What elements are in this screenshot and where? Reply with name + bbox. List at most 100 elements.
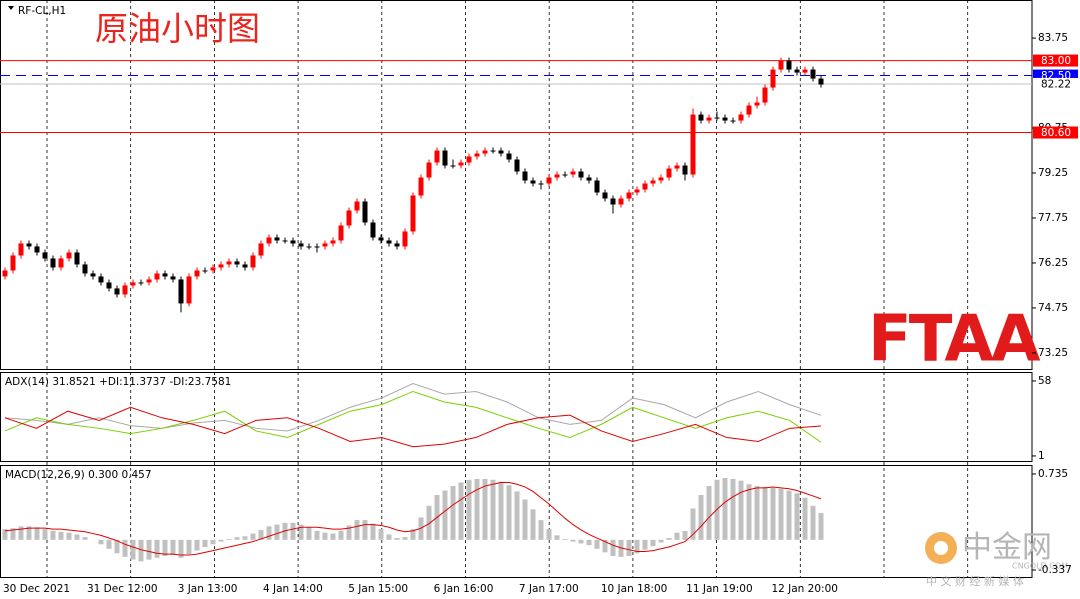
- macd-bar: [762, 486, 768, 540]
- candle-body: [786, 60, 792, 70]
- candle-body: [50, 258, 56, 268]
- macd-bar: [698, 495, 704, 540]
- x-tick-label: 31 Dec 12:00: [87, 583, 158, 595]
- macd-bar: [362, 520, 368, 540]
- panel-frame: [0, 372, 1033, 462]
- price-level-tag: [1033, 54, 1078, 67]
- candle-body: [578, 171, 584, 178]
- candle-body: [410, 195, 416, 232]
- macd-bar: [394, 538, 400, 540]
- x-tick-label: 12 Jan 20:00: [771, 583, 837, 595]
- candle-body: [146, 279, 152, 283]
- macd-bar: [530, 509, 536, 540]
- macd-bar: [18, 526, 24, 540]
- y-tick-label: 83.75: [1038, 32, 1068, 44]
- candle-body: [586, 177, 592, 181]
- candle-body: [34, 246, 40, 253]
- candle-body: [386, 240, 392, 244]
- x-tick-label: 5 Jan 15:00: [348, 583, 408, 595]
- macd-bar: [210, 539, 216, 545]
- candle-body: [466, 156, 472, 163]
- price-level-label: 82.22: [1041, 78, 1071, 90]
- macd-bar: [746, 484, 752, 540]
- x-tick-label: 7 Jan 17:00: [519, 583, 579, 595]
- candle-body: [42, 252, 48, 259]
- candle-body: [338, 225, 344, 241]
- y-tick-label: -0.337: [1038, 564, 1072, 576]
- candle-body: [490, 150, 496, 152]
- candle-body: [754, 102, 760, 106]
- macd-bar: [330, 533, 336, 540]
- site-watermark: 中金网: [962, 530, 1052, 565]
- macd-bar: [58, 531, 64, 540]
- macd-bar: [42, 529, 48, 540]
- signal-line: [4, 481, 822, 556]
- candle-body: [98, 276, 104, 283]
- candle-body: [546, 177, 552, 184]
- indicator-line: [4, 406, 822, 448]
- macd-bar: [506, 485, 512, 540]
- panel-frame: [0, 0, 1033, 370]
- domain-watermark: CNGOLD.COM: [1012, 562, 1068, 571]
- candle-body: [802, 69, 808, 73]
- macd-bar: [450, 486, 456, 540]
- candle-body: [74, 252, 80, 265]
- macd-bar: [202, 539, 208, 547]
- candle-body: [690, 114, 696, 175]
- macd-bar: [546, 529, 552, 540]
- macd-bar: [234, 537, 240, 540]
- candle-body: [818, 78, 824, 85]
- macd-bar: [250, 533, 256, 540]
- macd-bar: [178, 539, 184, 558]
- candle-body: [618, 198, 624, 205]
- candle-body: [498, 150, 504, 154]
- candle-body: [162, 273, 168, 277]
- macd-bar: [226, 538, 232, 540]
- candle-body: [2, 270, 8, 277]
- y-tick-label: 76.25: [1038, 257, 1068, 269]
- candle-body: [730, 120, 736, 122]
- macd-bar: [466, 479, 472, 540]
- candle-body: [426, 162, 432, 178]
- symbol-menu-arrow[interactable]: [8, 6, 14, 10]
- macd-bar: [802, 497, 808, 540]
- macd-bar: [522, 499, 528, 540]
- candle-body: [346, 210, 352, 226]
- macd-bar: [650, 539, 656, 547]
- macd-bar: [386, 534, 392, 540]
- y-tick-label: 77.75: [1038, 212, 1068, 224]
- macd-bar: [810, 505, 816, 540]
- macd-bar: [426, 505, 432, 540]
- candle-body: [554, 174, 560, 178]
- macd-bar: [314, 530, 320, 540]
- macd-bar: [194, 539, 200, 551]
- candle-body: [378, 237, 384, 241]
- macd-bar: [146, 539, 152, 560]
- candle-body: [746, 105, 752, 115]
- macd-bar: [674, 532, 680, 540]
- candle-body: [770, 69, 776, 88]
- candle-body: [650, 180, 656, 184]
- candle-body: [250, 255, 256, 268]
- macd-bar: [722, 477, 728, 540]
- macd-bar: [370, 523, 376, 540]
- candle-body: [458, 162, 464, 166]
- candle-body: [538, 183, 544, 185]
- candle-body: [282, 240, 288, 242]
- macd-bar: [346, 525, 352, 540]
- macd-bar: [170, 539, 176, 556]
- macd-bar: [306, 527, 312, 540]
- candle-body: [10, 255, 16, 271]
- candle-body: [722, 117, 728, 121]
- x-tick-label: 11 Jan 19:00: [686, 583, 752, 595]
- macd-bar: [754, 486, 760, 540]
- macd-bar: [786, 490, 792, 540]
- macd-bar: [458, 482, 464, 540]
- candle-body: [434, 150, 440, 163]
- indicator-line: [4, 390, 822, 443]
- candle-body: [354, 201, 360, 211]
- indicator-line: [4, 383, 822, 432]
- candle-body: [714, 117, 720, 119]
- x-tick-label: 4 Jan 14:00: [263, 583, 323, 595]
